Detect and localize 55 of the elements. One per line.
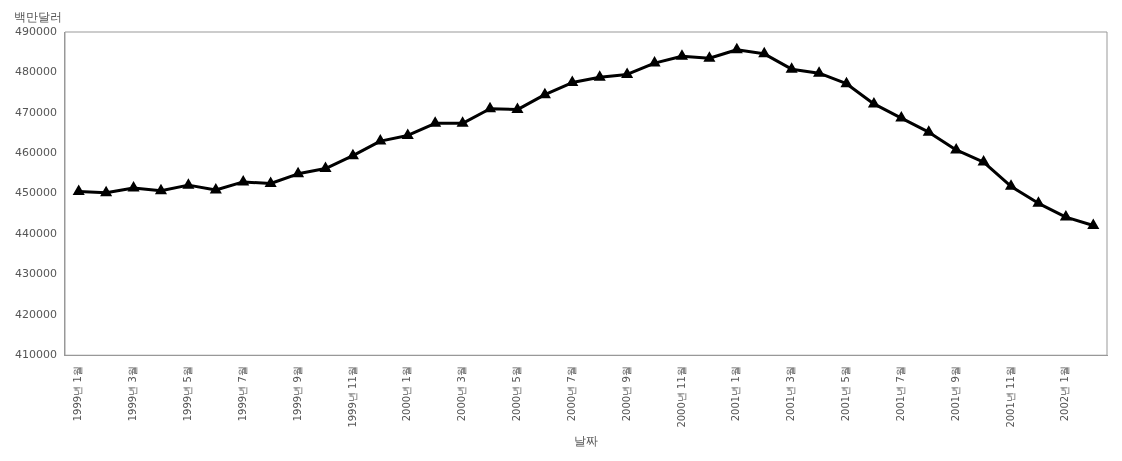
x-tick-label: 2000년 1월 xyxy=(401,366,413,422)
point xyxy=(594,71,605,81)
point xyxy=(896,112,907,122)
x-tick-label: 1999년 11월 xyxy=(346,366,358,428)
x-tick-label: 1999년 1월 xyxy=(72,366,84,422)
point xyxy=(814,67,825,77)
x-tick-label: 2001년 11월 xyxy=(1004,366,1016,428)
y-tick-label: 410000 xyxy=(14,348,57,362)
y-axis-title: 백만달러 xyxy=(14,10,62,25)
point xyxy=(375,135,386,145)
point xyxy=(430,117,441,127)
y-tick-label: 430000 xyxy=(14,267,57,281)
y-tick-label: 440000 xyxy=(14,226,57,240)
y-tick-label: 470000 xyxy=(14,105,57,119)
x-tick-label: 2000년 11월 xyxy=(675,366,687,428)
x-tick-label: 1999년 9월 xyxy=(291,366,303,422)
x-tick-label: 2001년 7월 xyxy=(894,366,906,422)
point xyxy=(868,98,879,108)
point xyxy=(1033,197,1044,207)
point xyxy=(649,57,660,67)
point xyxy=(128,182,139,192)
point xyxy=(1006,180,1016,190)
point xyxy=(485,103,495,113)
x-tick-label: 1999년 3월 xyxy=(127,366,139,422)
point xyxy=(402,129,413,139)
y-tick-label: 420000 xyxy=(14,307,57,321)
x-tick-label: 2000년 3월 xyxy=(456,366,468,422)
x-tick-label: 2000년 9월 xyxy=(620,366,632,422)
x-tick-label: 1999년 7월 xyxy=(236,366,248,422)
point xyxy=(1060,211,1071,221)
x-tick-label: 2000년 5월 xyxy=(511,366,523,422)
x-tick-label: 2001년 3월 xyxy=(785,366,797,422)
point xyxy=(786,63,797,73)
x-tick-label: 2001년 9월 xyxy=(949,366,961,422)
x-axis-title: 날짜 xyxy=(574,433,598,448)
point xyxy=(183,179,194,189)
point xyxy=(704,52,715,62)
point xyxy=(156,185,166,195)
point xyxy=(978,156,989,166)
x-tick-label: 1999년 5월 xyxy=(181,366,193,422)
point xyxy=(622,68,633,78)
y-tick-label: 490000 xyxy=(14,24,57,38)
y-tick-label: 450000 xyxy=(14,186,57,200)
point xyxy=(457,117,468,127)
point xyxy=(210,184,221,194)
point xyxy=(951,144,962,154)
point xyxy=(923,126,934,136)
point xyxy=(238,176,249,186)
point xyxy=(677,50,687,60)
x-tick-label: 2000년 7월 xyxy=(565,366,577,422)
y-tick-label: 460000 xyxy=(14,146,57,160)
x-tick-label: 2001년 5월 xyxy=(840,366,852,422)
x-tick-label: 2002년 1월 xyxy=(1059,366,1071,422)
y-tick-label: 480000 xyxy=(14,65,57,79)
x-tick-label: 2001년 1월 xyxy=(730,366,742,422)
